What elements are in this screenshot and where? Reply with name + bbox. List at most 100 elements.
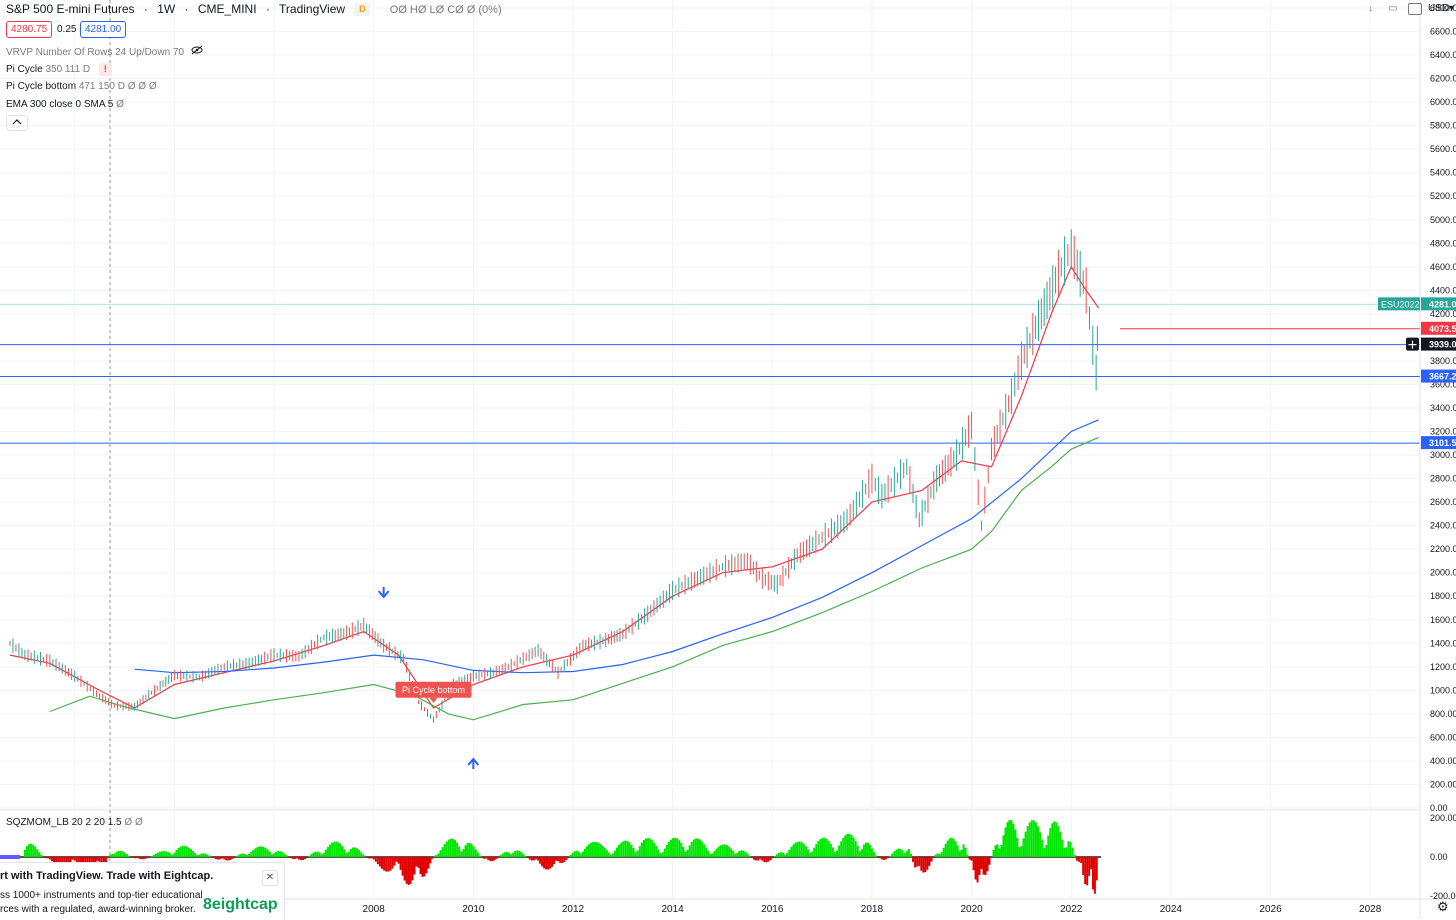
indicator-pi-bottom-values: 471 150 D Ø Ø Ø <box>78 81 157 92</box>
price-tag-box <box>1421 337 1456 351</box>
price-axis-bg <box>1420 0 1456 919</box>
price-tick-label: 4400.00 <box>1430 285 1456 295</box>
time-tick-label: 2020 <box>960 904 983 915</box>
close-icon[interactable]: ✕ <box>262 870 278 886</box>
arrow-down-signal-icon <box>377 587 390 599</box>
price-tick-label: 6400.00 <box>1430 50 1456 60</box>
moving-average-line-1 <box>134 419 1099 674</box>
indicator-pi-cycle-bottom[interactable]: Pi Cycle bottom 471 150 D Ø Ø Ø <box>6 81 157 92</box>
price-tick-label: 6000.00 <box>1430 97 1456 107</box>
symbol-tag-box <box>1378 297 1420 311</box>
price-tick-label: 4600.00 <box>1430 262 1456 272</box>
price-tick-label: 4200.00 <box>1430 309 1456 319</box>
currency-selector[interactable]: USD▾ <box>1428 3 1454 14</box>
plus-icon <box>1408 340 1417 349</box>
eye-off-icon[interactable] <box>191 45 203 58</box>
price-tick-label: 2000.00 <box>1430 568 1456 578</box>
time-tick-label: 2010 <box>462 904 485 915</box>
chevron-down-icon: ▾ <box>1449 3 1455 14</box>
maximize-icon[interactable]: ▭ <box>1388 3 1398 14</box>
indicator-ema[interactable]: EMA 300 close 0 SMA 5 Ø <box>6 99 124 110</box>
indicator-vrvp[interactable]: VRVP Number Of Rows 24 Up/Down 70 <box>6 45 203 58</box>
time-tick-label: 2024 <box>1160 904 1183 915</box>
price-tick-label: 1400.00 <box>1430 638 1456 648</box>
indicator-pi-cycle-values: 350 111 D <box>45 64 91 75</box>
price-tick-label: 6200.00 <box>1430 74 1456 84</box>
oscillator-tick-label: 200.00 <box>1430 813 1456 823</box>
horizontal-levels <box>0 303 1420 444</box>
price-tag-value: 3939.00 <box>1429 340 1456 350</box>
symbol-title[interactable]: S&P 500 E-mini Futures <box>6 2 135 16</box>
moving-average-line-2 <box>49 436 1099 721</box>
ad-text-1: ss 1000+ instruments and top-tier educat… <box>0 890 203 901</box>
price-tick-label: 5000.00 <box>1430 215 1456 225</box>
time-tick-label: 2012 <box>562 904 585 915</box>
price-tick-label: 600.00 <box>1430 732 1456 742</box>
price-tick-label: 400.00 <box>1430 756 1456 766</box>
price-tag-value: 4281.00 <box>1429 299 1456 309</box>
time-tick-label: 2022 <box>1060 904 1083 915</box>
price-tick-label: 1600.00 <box>1430 615 1456 625</box>
indicator-ema-name: EMA 300 close 0 SMA 5 <box>6 99 114 110</box>
oscillator-name: SQZMOM_LB 20 2 20 1.5 <box>6 817 122 828</box>
price-tick-label: 2800.00 <box>1430 474 1456 484</box>
price-tick-label: 0.00 <box>1430 803 1448 813</box>
ad-text-2: rces with a regulated, award-winning bro… <box>0 904 196 915</box>
price-tag-value: 3667.25 <box>1429 372 1456 382</box>
price-tick-label: 5800.00 <box>1430 121 1456 131</box>
moving-averages <box>9 265 1100 721</box>
chevron-up-icon[interactable] <box>6 115 28 131</box>
price-tag-value: 3101.50 <box>1429 438 1456 448</box>
ad-banner[interactable]: rt with TradingView. Trade with Eightcap… <box>0 862 285 920</box>
price-tick-label: 6600.00 <box>1430 27 1456 37</box>
time-tick-label: 2026 <box>1259 904 1282 915</box>
indicator-vrvp-label: VRVP Number Of Rows 24 Up/Down 70 <box>6 47 185 58</box>
price-tick-label: 800.00 <box>1430 709 1456 719</box>
price-tick-label: 3400.00 <box>1430 403 1456 413</box>
oscillator-start <box>0 855 20 859</box>
interval[interactable]: 1W <box>157 2 176 16</box>
moving-average-line-0 <box>9 265 1100 709</box>
delayed-badge[interactable]: D <box>354 3 371 17</box>
price-tick-label: 1000.00 <box>1430 685 1456 695</box>
price-tick-label: 3600.00 <box>1430 379 1456 389</box>
time-tick-label: 2028 <box>1359 904 1382 915</box>
price-tick-label: 5600.00 <box>1430 144 1456 154</box>
arrow-down-icon[interactable]: ↓ <box>1368 3 1373 14</box>
price-tick-label: 5200.00 <box>1430 191 1456 201</box>
oscillator-legend[interactable]: SQZMOM_LB 20 2 20 1.5 Ø Ø <box>6 817 143 828</box>
oscillator-tick-label: 0.00 <box>1430 852 1448 862</box>
price-tag-box <box>1421 321 1456 335</box>
price-tag-box <box>1421 436 1456 450</box>
price-tag-box <box>1421 369 1456 383</box>
price-tags: 4281.00 ESU2022 4073.50 3939.00 3667.25 3101.… <box>1378 297 1456 450</box>
exchange: CME_MINI <box>197 2 257 16</box>
pi-cycle-bottom-marker <box>395 681 472 698</box>
ad-headline: rt with TradingView. Trade with Eightcap… <box>0 870 214 882</box>
indicator-ema-values: Ø <box>116 99 124 110</box>
arrow-up-signal-icon <box>467 757 480 769</box>
buy-price-button[interactable]: 4281.00 <box>80 21 127 38</box>
pi-cycle-bottom-label: Pi Cycle bottom <box>402 685 465 695</box>
eightcap-logo[interactable]: 8eightcap <box>203 896 278 913</box>
warning-icon[interactable]: ! <box>98 63 112 76</box>
price-tick-label: 2400.00 <box>1430 521 1456 531</box>
arrow-up-shape <box>467 757 480 769</box>
marker-pointer <box>429 697 438 703</box>
price-tick-label: 4800.00 <box>1430 238 1456 248</box>
price-tick-label: 5400.00 <box>1430 168 1456 178</box>
sell-price-button[interactable]: 4280.75 <box>6 21 53 38</box>
indicator-pi-bottom-name: Pi Cycle bottom <box>6 81 77 92</box>
price-tick-label: 2200.00 <box>1430 544 1456 554</box>
price-tag-box <box>1421 297 1456 311</box>
fullscreen-icon[interactable] <box>1408 3 1422 15</box>
price-tick-label: 3800.00 <box>1430 356 1456 366</box>
gear-icon[interactable]: ⚙ <box>1437 899 1449 914</box>
indicator-pi-cycle[interactable]: Pi Cycle 350 111 D ! <box>6 63 112 76</box>
oscillator-tick-label: -200.00 <box>1430 891 1456 901</box>
time-tick-label: 2014 <box>662 904 685 915</box>
time-tick-label: 2016 <box>761 904 784 915</box>
price-tick-label: 2600.00 <box>1430 497 1456 507</box>
